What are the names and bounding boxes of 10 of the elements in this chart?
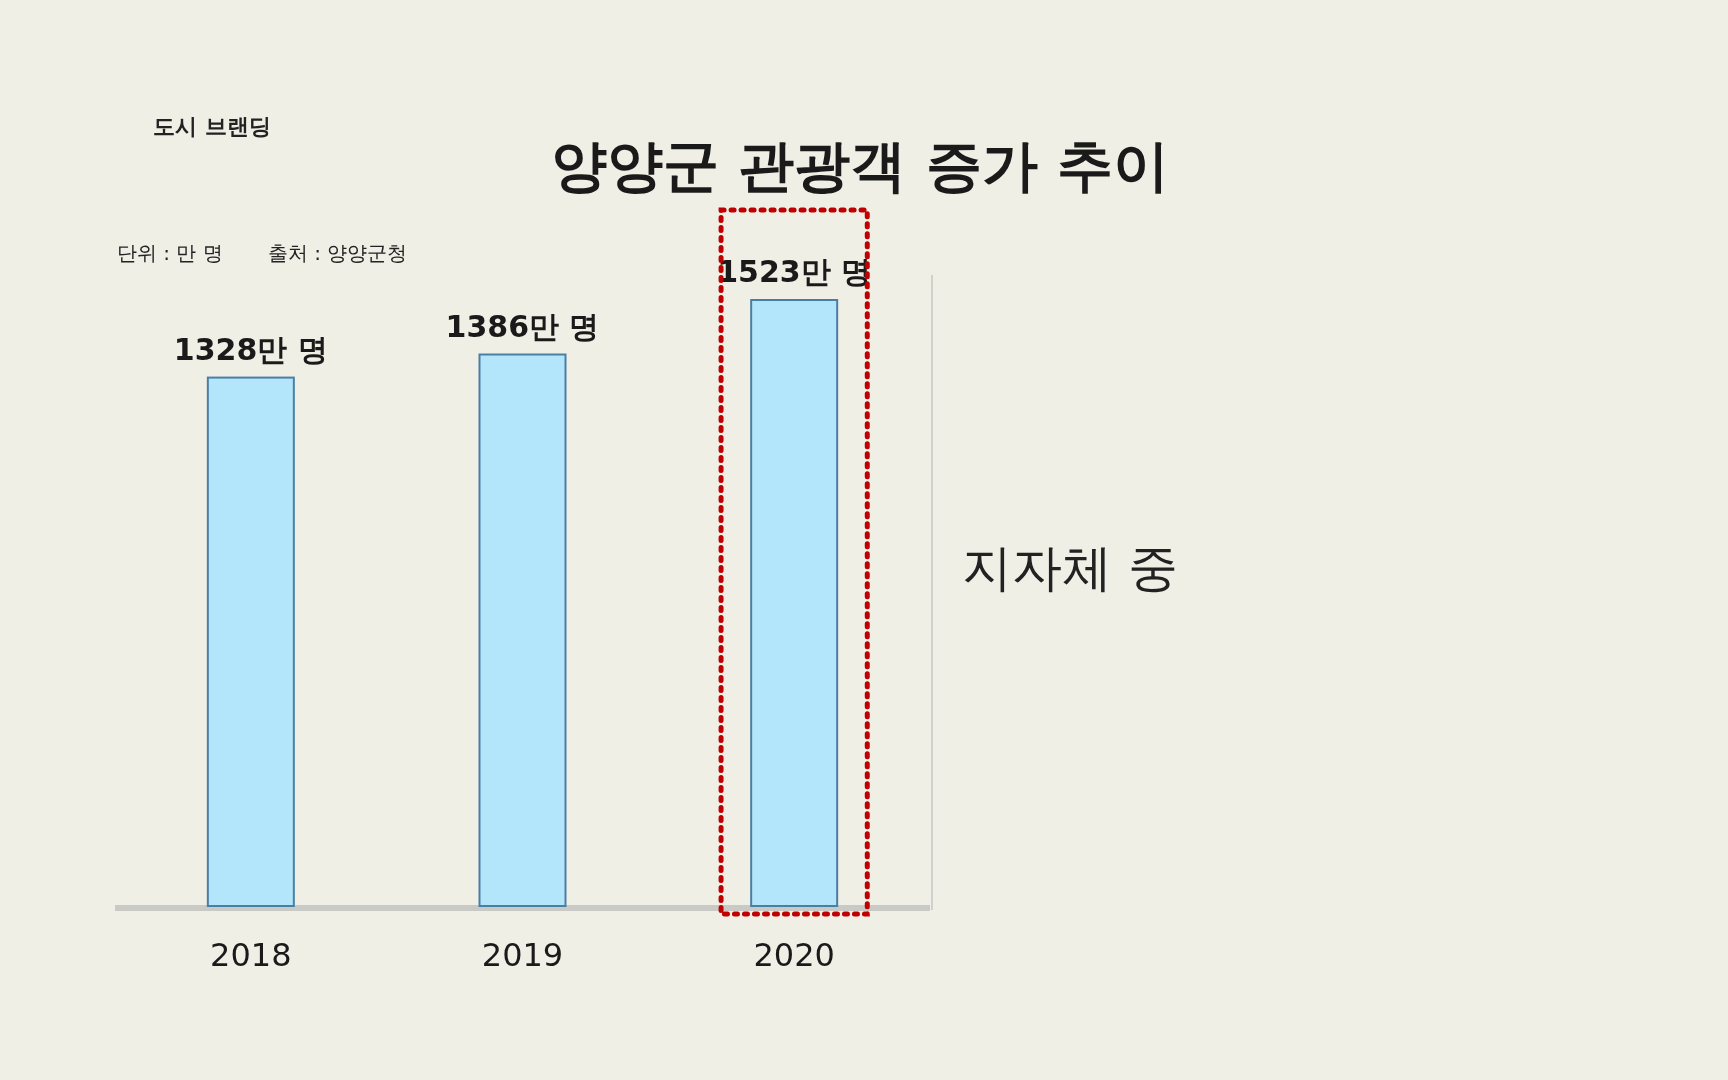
x-tick-label: 2019 bbox=[481, 936, 564, 974]
x-tick-label: 2020 bbox=[753, 936, 835, 974]
text: 단위 : 만 명 bbox=[117, 241, 223, 265]
text: 도시 브랜딩 bbox=[153, 114, 271, 139]
data-label: 1386만 명 bbox=[445, 308, 600, 344]
source-note: 출처 : 양양군청 bbox=[268, 241, 408, 265]
x-tick-label: 2018 bbox=[210, 936, 292, 974]
data-label: 1328만 명 bbox=[173, 331, 328, 367]
chart-title: 양양군 관광객 증가 추이 bbox=[550, 133, 1170, 198]
text: 지자체 중 bbox=[962, 539, 1178, 597]
